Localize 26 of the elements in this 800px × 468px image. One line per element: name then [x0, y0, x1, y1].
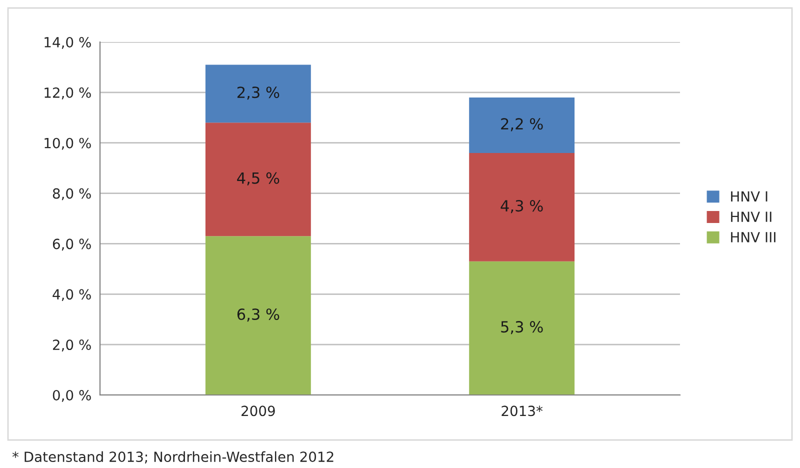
data-label: 6,3 %	[237, 308, 280, 322]
y-tick-label: 8,0 %	[52, 188, 91, 200]
data-label: 2,2 %	[501, 118, 543, 132]
bar	[205, 236, 311, 395]
data-label: 4,5 %	[237, 172, 280, 186]
text: * Datenstand 2013; Nordrhein-Westfalen 2012	[12, 451, 334, 464]
x-tick-label: 2013*	[502, 406, 543, 416]
legend-label: HNV III	[731, 232, 776, 242]
data-label: 4,3 %	[500, 200, 543, 214]
bar	[205, 64, 311, 123]
legend-label: HNV I	[731, 191, 768, 202]
y-tick-label: 6,0 %	[52, 238, 91, 251]
legend-label: HNV II	[731, 212, 772, 222]
y-tick-label: 4,0 %	[52, 289, 91, 302]
data-label: 2,3 %	[237, 86, 280, 100]
bar	[469, 97, 575, 153]
bar	[205, 122, 311, 236]
y-tick-label: 10,0 %	[44, 138, 91, 150]
bar	[469, 261, 575, 395]
y-tick-label: 12,0 %	[44, 87, 91, 100]
y-tick-label: 2,0 %	[52, 340, 91, 352]
x-tick-label: 2009	[242, 406, 275, 416]
y-tick-label: 0,0 %	[52, 390, 91, 402]
data-label: 5,3 %	[501, 321, 543, 334]
bar	[469, 152, 575, 262]
y-tick-label: 14,0 %	[44, 36, 91, 49]
